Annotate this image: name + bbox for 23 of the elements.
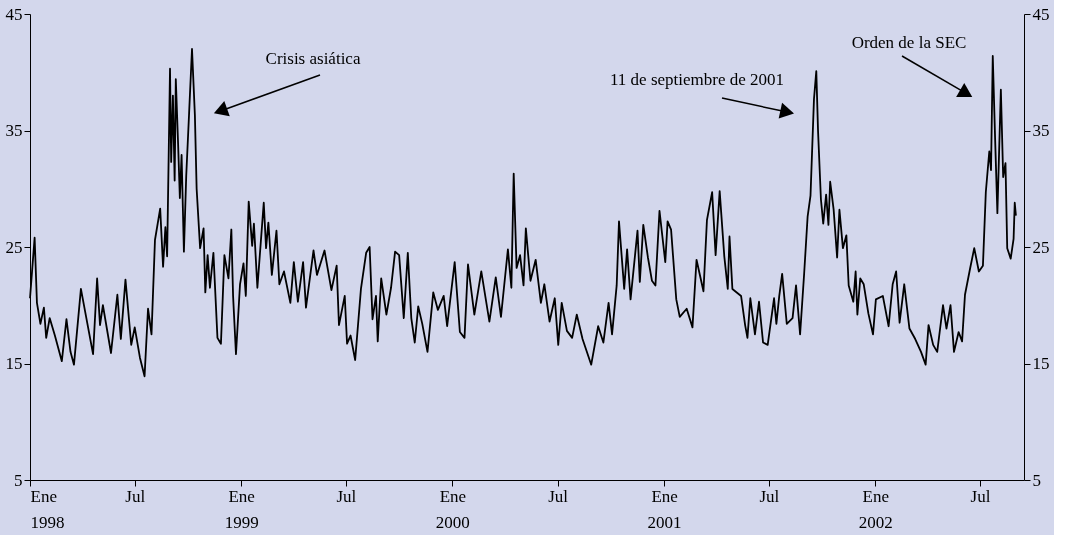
x-tick-label: Jul	[970, 486, 991, 506]
x-tick-label: Ene 2002	[858, 486, 893, 532]
x-tick-label: Jul	[336, 486, 357, 506]
y2-tick-label: 45	[1032, 4, 1050, 24]
y-tick-label: 15	[5, 354, 23, 373]
annotation: Crisis asiática	[265, 49, 361, 68]
x-tick-label: Jul	[548, 486, 569, 506]
y2-tick-label: 25	[1032, 237, 1050, 257]
y-tick-label: 35	[5, 121, 23, 140]
x-tick-label: Ene 2000	[435, 486, 470, 532]
y2-tick-label: 15	[1032, 354, 1050, 373]
y-tick-label: 5	[14, 470, 23, 490]
x-tick-label: Jul	[125, 486, 146, 506]
x-tick-label: Ene 2001	[647, 486, 682, 532]
x-tick-label: Ene 1999	[224, 486, 259, 532]
x-tick-label: Ene 1998	[30, 486, 65, 532]
y-tick-label: 25	[5, 237, 23, 257]
y2-tick-label: 5	[1032, 470, 1041, 490]
y2-tick-label: 35	[1032, 121, 1050, 140]
x-tick-label: Jul	[759, 486, 780, 506]
y-tick-label: 45	[5, 4, 23, 24]
annotation: Orden de la SEC	[851, 33, 967, 52]
annotation: 11 de septiembre de 2001	[609, 70, 785, 89]
